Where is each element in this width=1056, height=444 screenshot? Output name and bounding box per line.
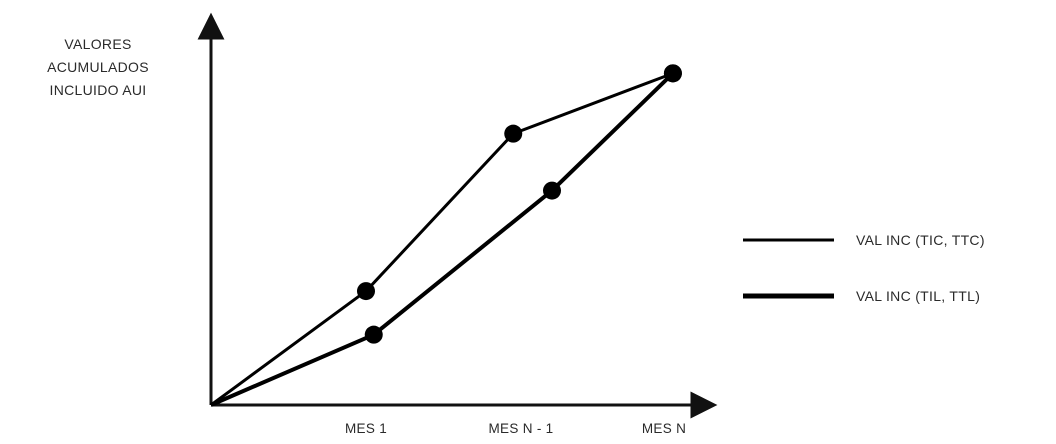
series-1-point-3 [504,124,523,143]
legend: VAL INC (TIC, TTC) VAL INC (TIL, TTL) [743,232,985,304]
x-tick-label-mes-n-1: MES N - 1 [489,421,554,436]
series-line-2 [210,71,675,407]
series-2-point-4 [663,64,682,83]
y-axis-label-line-3: INCLUIDO AUI [50,82,147,98]
series-2-point-2 [364,325,383,344]
y-axis-label-line-1: VALORES [64,36,131,52]
legend-label-2: VAL INC (TIL, TTL) [856,288,980,304]
series-2-point-3 [543,181,561,200]
series-line-1 [210,71,674,407]
x-tick-labels: MES 1 MES N - 1 MES N [345,421,686,436]
legend-label-1: VAL INC (TIC, TTC) [856,232,985,248]
y-axis-label: VALORES ACUMULADOS INCLUIDO AUI [47,36,149,98]
x-tick-label-mes-1: MES 1 [345,421,387,436]
series-layer [210,64,682,407]
series-1-point-2 [357,282,375,301]
x-tick-label-mes-n: MES N [642,421,686,436]
y-axis-label-line-2: ACUMULADOS [47,59,149,75]
